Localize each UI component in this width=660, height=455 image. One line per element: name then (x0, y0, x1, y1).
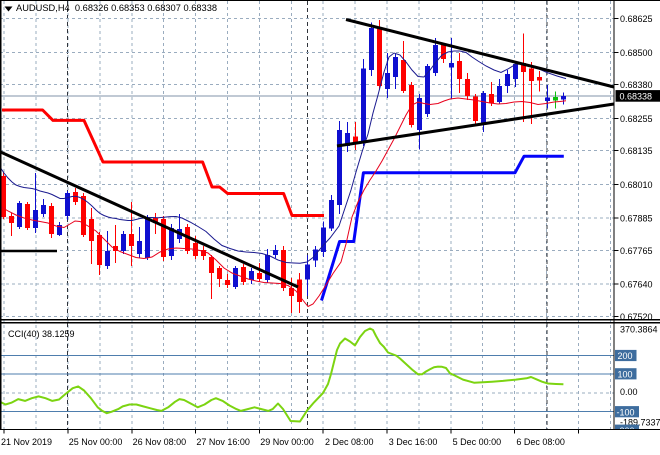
svg-text:25 Nov 00:00: 25 Nov 00:00 (69, 437, 123, 447)
svg-text:29 Nov 00:00: 29 Nov 00:00 (260, 437, 314, 447)
svg-text:0.68380: 0.68380 (620, 80, 653, 90)
svg-text:5 Dec 00:00: 5 Dec 00:00 (453, 437, 502, 447)
svg-text:0.68338: 0.68338 (620, 92, 653, 102)
svg-text:100: 100 (618, 369, 633, 379)
svg-text:6 Dec 08:00: 6 Dec 08:00 (516, 437, 565, 447)
svg-text:370.3864: 370.3864 (620, 325, 658, 335)
svg-text:0.00: 0.00 (620, 387, 638, 397)
svg-text:CCI(40) 38.1259: CCI(40) 38.1259 (8, 329, 75, 339)
svg-text:3 Dec 16:00: 3 Dec 16:00 (389, 437, 438, 447)
svg-text:0.68625: 0.68625 (620, 14, 653, 24)
svg-text:0.67520: 0.67520 (620, 312, 653, 322)
svg-text:0.68500: 0.68500 (620, 48, 653, 58)
svg-text:27 Nov 16:00: 27 Nov 16:00 (196, 437, 250, 447)
svg-text:0.67640: 0.67640 (620, 280, 653, 290)
svg-text:0.67765: 0.67765 (620, 246, 653, 256)
svg-text:2 Dec 08:00: 2 Dec 08:00 (325, 437, 374, 447)
svg-text:0.68135: 0.68135 (620, 146, 653, 156)
svg-text:0.67885: 0.67885 (620, 214, 653, 224)
svg-text:200: 200 (618, 351, 633, 361)
svg-text:21 Nov 2019: 21 Nov 2019 (1, 437, 52, 447)
svg-text:0.68255: 0.68255 (620, 114, 653, 124)
svg-text:0.68010: 0.68010 (620, 180, 653, 190)
svg-text:-100: -100 (617, 407, 635, 417)
svg-text:26 Nov 08:00: 26 Nov 08:00 (133, 437, 187, 447)
svg-text:AUDUSD,H4 0.68326 0.68353 0.6: AUDUSD,H4 0.68326 0.68353 0.68307 0.6833… (16, 3, 217, 13)
